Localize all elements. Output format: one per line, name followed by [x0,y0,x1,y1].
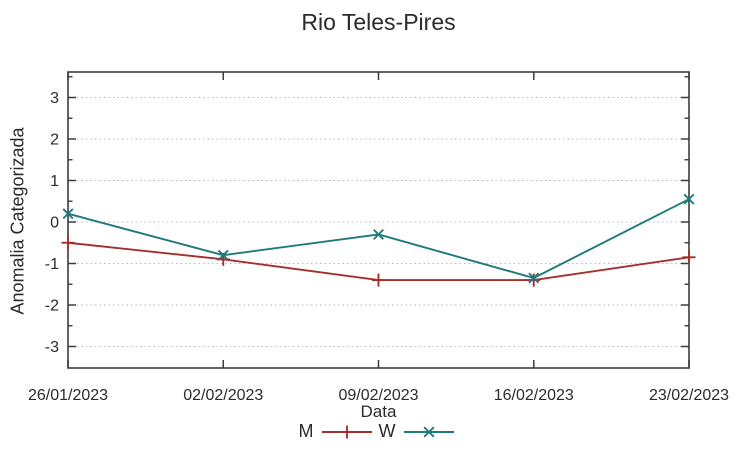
x-tick-label: 02/02/2023 [183,387,263,404]
legend-item-M: M [299,421,373,442]
legend-label-W: W [378,421,396,441]
cross-marker [423,426,434,437]
y-tick-label: 3 [50,90,59,107]
legend-label-M: M [298,421,314,441]
cross-marker [373,228,384,240]
y-tick-label: -1 [45,256,59,273]
y-axis-title: Anomalia Categorizada [7,127,28,315]
legend-item-W: W [379,421,455,442]
y-tick-label: -3 [45,339,59,356]
y-tick-label: 1 [50,173,59,190]
cross-marker [217,249,229,261]
plot-border [67,71,690,369]
y-tick-label: 2 [50,132,59,149]
y-tick-label: -2 [45,298,59,315]
legend-sample-M [321,425,372,438]
cross-marker [528,272,540,284]
x-tick-label: 26/01/2023 [28,387,108,404]
cross-marker [62,208,74,220]
x-axis-title: Data [360,402,397,421]
chart-title: Rio Teles-Pires [301,9,456,35]
x-tick-label: 09/02/2023 [338,387,418,404]
x-tick-label: 23/02/2023 [649,387,729,404]
cross-marker [683,193,695,205]
legend-sample-W [403,426,454,437]
y-tick-label: 0 [50,215,59,232]
series-line-W [67,198,690,279]
x-tick-label: 16/02/2023 [494,387,574,404]
